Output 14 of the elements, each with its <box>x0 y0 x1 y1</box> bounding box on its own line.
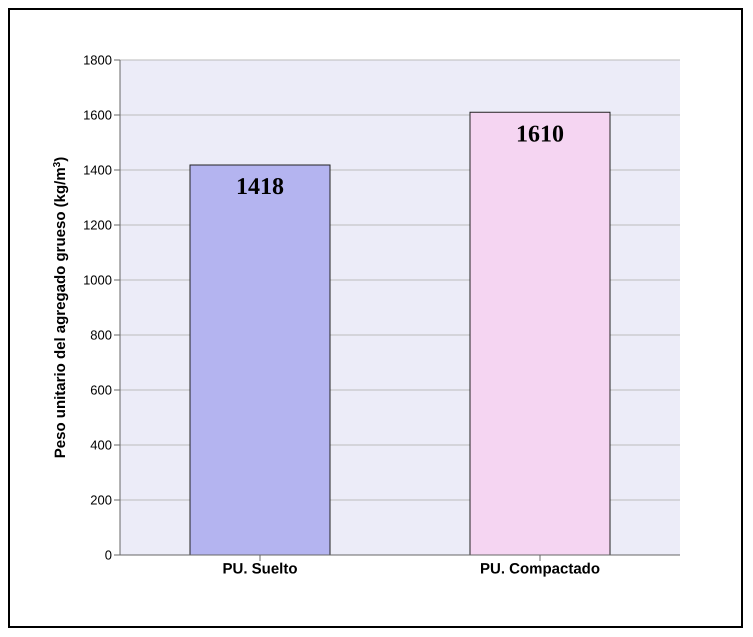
y-tick-label: 1600 <box>83 108 112 123</box>
y-tick-label: 800 <box>90 328 112 343</box>
data-label: 1610 <box>516 121 564 148</box>
y-tick-label: 0 <box>104 548 112 563</box>
x-tick-label: PU. Compactado <box>480 560 600 578</box>
data-label: 1418 <box>236 174 284 200</box>
y-tick-label: 400 <box>90 438 112 453</box>
y-tick-label: 600 <box>90 382 112 398</box>
y-tick-label: 1000 <box>83 272 112 288</box>
x-tick-label: PU. Suelto <box>222 560 298 578</box>
y-tick-label: 1400 <box>83 162 112 178</box>
y-tick-label: 1800 <box>83 52 112 68</box>
y-tick-label: 1200 <box>83 218 112 233</box>
y-tick-label: 200 <box>90 492 112 508</box>
